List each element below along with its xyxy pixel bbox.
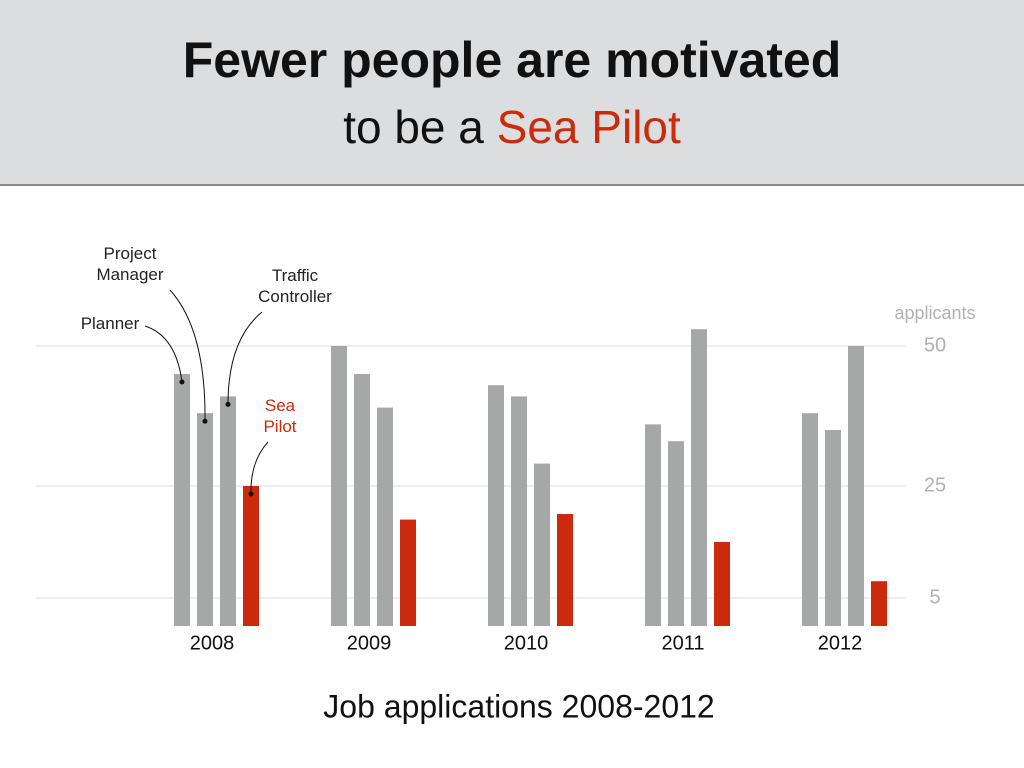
bar: [871, 581, 887, 626]
y-axis-label: applicants: [894, 303, 975, 323]
subtitle-highlight: Sea Pilot: [497, 101, 681, 153]
x-tick-label: 2009: [347, 632, 392, 654]
bar: [220, 396, 236, 626]
bar: [354, 374, 370, 626]
bar: [714, 542, 730, 626]
leader-dot: [248, 491, 254, 497]
bar: [825, 430, 841, 626]
bar: [557, 514, 573, 626]
subtitle-lead: to be a: [343, 101, 484, 153]
x-tick-label: 2010: [504, 632, 549, 654]
bar: [848, 346, 864, 626]
leader-line: [250, 441, 269, 495]
bar: [377, 407, 393, 626]
series-label: Planner: [80, 314, 140, 333]
leader-dot: [202, 418, 208, 424]
x-axis-label: Job applications 2008-2012: [323, 688, 714, 724]
x-tick-label: 2011: [661, 632, 704, 654]
bar: [243, 486, 259, 626]
header-band: [0, 0, 1024, 185]
leader-line: [144, 325, 183, 383]
x-tick-label: 2012: [818, 632, 863, 654]
series-label: Project Manager: [96, 244, 164, 284]
chart-title: Fewer people are motivated: [183, 32, 842, 88]
chart-subtitle: to be a Sea Pilot: [343, 101, 681, 153]
series-label: Sea Pilot: [263, 396, 297, 436]
bar: [331, 346, 347, 626]
leader-line: [227, 311, 263, 405]
leader-dot: [179, 379, 185, 385]
leader-dot: [225, 401, 231, 407]
leader-line: [169, 289, 206, 422]
y-tick-label: 50: [924, 334, 946, 356]
series-label: Traffic Controller: [258, 266, 332, 306]
bar: [174, 374, 190, 626]
bar: [511, 396, 527, 626]
y-tick-label: 5: [929, 586, 940, 608]
bar: [645, 424, 661, 626]
bar: [488, 385, 504, 626]
bar: [691, 329, 707, 626]
bar: [197, 413, 213, 626]
y-tick-label: 25: [924, 474, 946, 496]
bar: [400, 519, 416, 626]
bar: [802, 413, 818, 626]
bar: [668, 441, 684, 626]
bar: [534, 463, 550, 626]
x-tick-label: 2008: [190, 632, 235, 654]
